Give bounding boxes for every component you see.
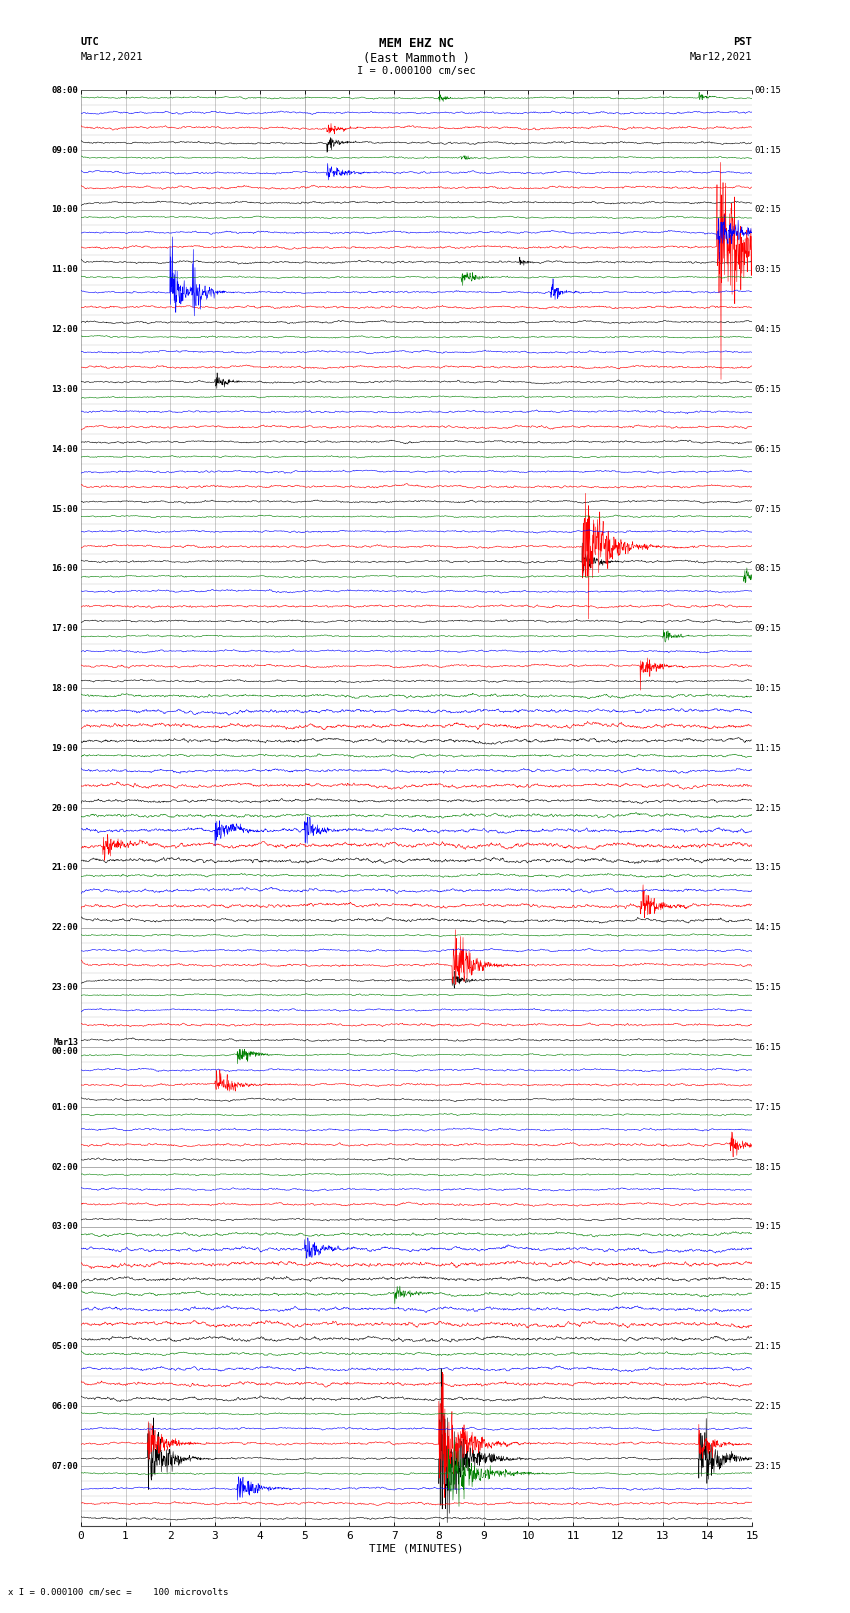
Text: 22:15: 22:15 <box>755 1402 782 1411</box>
Text: 19:15: 19:15 <box>755 1223 782 1231</box>
Text: 04:00: 04:00 <box>51 1282 78 1290</box>
Text: 12:15: 12:15 <box>755 803 782 813</box>
Text: 18:15: 18:15 <box>755 1163 782 1171</box>
Text: 02:00: 02:00 <box>51 1163 78 1171</box>
Text: 17:15: 17:15 <box>755 1103 782 1111</box>
Text: 10:00: 10:00 <box>51 205 78 215</box>
Text: 15:15: 15:15 <box>755 982 782 992</box>
Text: 03:15: 03:15 <box>755 265 782 274</box>
Text: MEM EHZ NC: MEM EHZ NC <box>379 37 454 50</box>
Text: 07:00: 07:00 <box>51 1461 78 1471</box>
Text: Mar13: Mar13 <box>54 1039 78 1047</box>
Text: PST: PST <box>734 37 752 47</box>
Text: 04:15: 04:15 <box>755 326 782 334</box>
Text: 17:00: 17:00 <box>51 624 78 634</box>
Text: I = 0.000100 cm/sec: I = 0.000100 cm/sec <box>357 66 476 76</box>
Text: 22:00: 22:00 <box>51 923 78 932</box>
X-axis label: TIME (MINUTES): TIME (MINUTES) <box>369 1544 464 1553</box>
Text: 00:15: 00:15 <box>755 85 782 95</box>
Text: 08:15: 08:15 <box>755 565 782 573</box>
Text: 11:00: 11:00 <box>51 265 78 274</box>
Text: Mar12,2021: Mar12,2021 <box>689 52 752 61</box>
Text: 14:15: 14:15 <box>755 923 782 932</box>
Text: 12:00: 12:00 <box>51 326 78 334</box>
Text: x I = 0.000100 cm/sec =    100 microvolts: x I = 0.000100 cm/sec = 100 microvolts <box>8 1587 229 1597</box>
Text: 13:00: 13:00 <box>51 386 78 394</box>
Text: 23:00: 23:00 <box>51 982 78 992</box>
Text: 05:00: 05:00 <box>51 1342 78 1352</box>
Text: 15:00: 15:00 <box>51 505 78 513</box>
Text: 02:15: 02:15 <box>755 205 782 215</box>
Text: 13:15: 13:15 <box>755 863 782 873</box>
Text: 09:00: 09:00 <box>51 145 78 155</box>
Text: 00:00: 00:00 <box>51 1047 78 1057</box>
Text: 03:00: 03:00 <box>51 1223 78 1231</box>
Text: 11:15: 11:15 <box>755 744 782 753</box>
Text: 10:15: 10:15 <box>755 684 782 694</box>
Text: 20:15: 20:15 <box>755 1282 782 1290</box>
Text: (East Mammoth ): (East Mammoth ) <box>363 52 470 65</box>
Text: 16:15: 16:15 <box>755 1044 782 1052</box>
Text: 21:15: 21:15 <box>755 1342 782 1352</box>
Text: 14:00: 14:00 <box>51 445 78 453</box>
Text: Mar12,2021: Mar12,2021 <box>81 52 144 61</box>
Text: 23:15: 23:15 <box>755 1461 782 1471</box>
Text: 19:00: 19:00 <box>51 744 78 753</box>
Text: 06:00: 06:00 <box>51 1402 78 1411</box>
Text: 20:00: 20:00 <box>51 803 78 813</box>
Text: 01:15: 01:15 <box>755 145 782 155</box>
Text: 06:15: 06:15 <box>755 445 782 453</box>
Text: 09:15: 09:15 <box>755 624 782 634</box>
Text: 05:15: 05:15 <box>755 386 782 394</box>
Text: 18:00: 18:00 <box>51 684 78 694</box>
Text: 08:00: 08:00 <box>51 85 78 95</box>
Text: 01:00: 01:00 <box>51 1103 78 1111</box>
Text: UTC: UTC <box>81 37 99 47</box>
Text: 16:00: 16:00 <box>51 565 78 573</box>
Text: 21:00: 21:00 <box>51 863 78 873</box>
Text: 07:15: 07:15 <box>755 505 782 513</box>
